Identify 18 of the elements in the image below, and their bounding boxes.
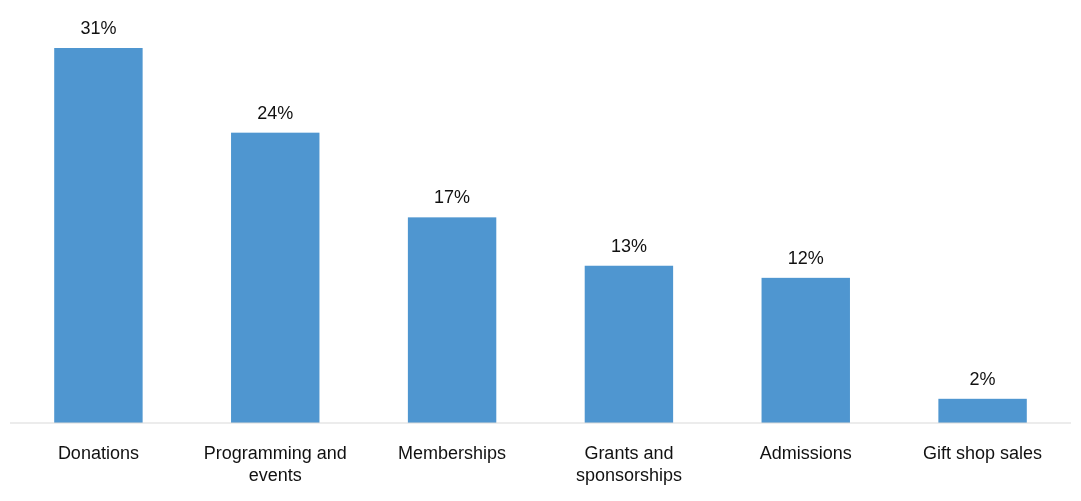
x-tick-label: Admissions xyxy=(759,443,852,463)
bar xyxy=(938,398,1027,423)
x-tick-label: Programming and events xyxy=(203,443,347,485)
x-tick-label: Grants and sponsorships xyxy=(575,443,682,485)
data-label: 12% xyxy=(787,247,824,268)
data-label: 13% xyxy=(610,235,647,256)
data-label: 17% xyxy=(434,187,471,208)
data-label: 31% xyxy=(80,18,117,38)
x-tick-label: Memberships xyxy=(398,443,507,463)
data-label: 2% xyxy=(969,368,996,389)
x-tick-label: Gift shop sales xyxy=(923,443,1043,463)
bar xyxy=(407,217,497,423)
bar xyxy=(54,48,143,423)
x-tick-label: Donations xyxy=(57,443,139,463)
bar xyxy=(231,132,320,423)
bar xyxy=(584,265,674,423)
data-label: 24% xyxy=(257,102,294,123)
bar xyxy=(761,277,850,423)
